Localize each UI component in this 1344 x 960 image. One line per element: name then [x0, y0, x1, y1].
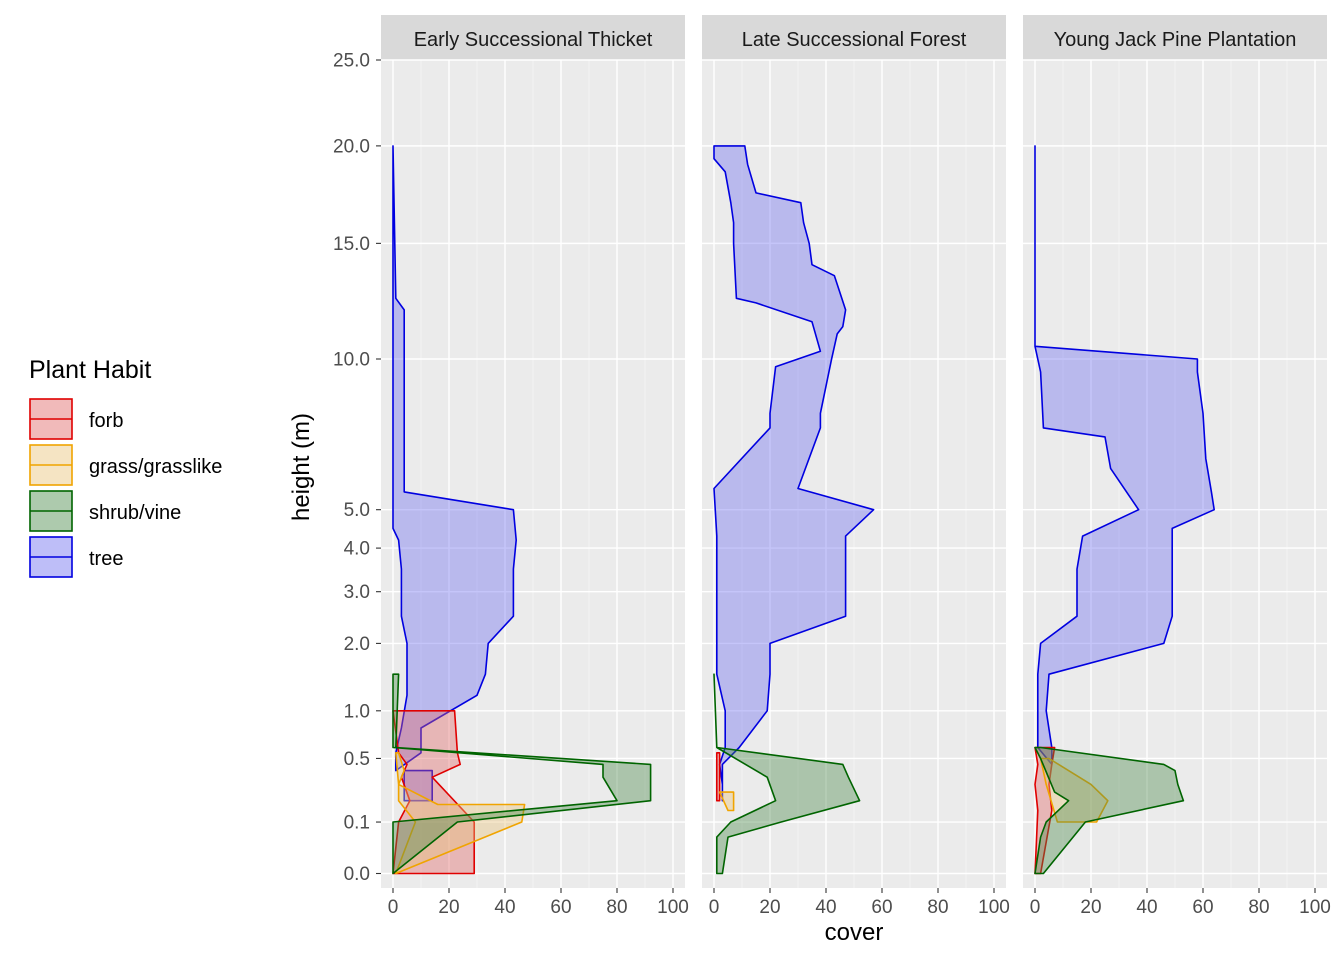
x-tick-label: 20 [759, 897, 780, 918]
x-tick-label: 80 [1248, 897, 1269, 918]
y-tick-label: 15.0 [333, 234, 370, 255]
x-tick-label: 40 [815, 897, 836, 918]
y-tick-label: 20.0 [333, 136, 370, 157]
facet-strip [1023, 15, 1327, 60]
y-tick-label: 3.0 [344, 582, 370, 603]
legend-label: tree [89, 548, 123, 570]
facet-strip [381, 15, 685, 60]
facet-panel: Late Successional Forest [702, 15, 1006, 888]
x-tick-label: 0 [709, 897, 720, 918]
x-tick-label: 60 [871, 897, 892, 918]
x-tick-label: 100 [1299, 897, 1331, 918]
chart-panels: Early Successional Thicket Late Successio… [381, 15, 1327, 888]
series-ribbon-grass-grasslike [718, 791, 735, 812]
series-ribbon-shrub-vine [1034, 746, 1185, 875]
x-tick-label: 40 [1136, 897, 1157, 918]
series-ribbon-grass-grasslike [395, 752, 526, 875]
legend-title: Plant Habit [29, 356, 151, 384]
series-ribbon-tree [403, 769, 433, 802]
x-tick-label: 80 [606, 897, 627, 918]
y-tick-label: 0.1 [344, 813, 370, 834]
y-tick-label: 4.0 [344, 539, 370, 560]
y-tick-label: 0.0 [344, 864, 370, 885]
y-tick-label: 0.5 [344, 749, 370, 770]
facet-panel: Early Successional Thicket [381, 15, 685, 888]
series-ribbon-grass-grasslike [1039, 757, 1109, 823]
y-axis-title: height (m) [288, 413, 315, 521]
x-tick-label: 60 [1192, 897, 1213, 918]
legend-item: shrub/vine [29, 490, 181, 532]
facet-strip [702, 15, 1006, 60]
legend-label: forb [89, 410, 123, 432]
x-tick-label: 80 [927, 897, 948, 918]
y-axis: 0.0 0.1 0.5 1.0 2.0 3.0 4.0 5.0 10.0 15.0 20.0 25.0 [333, 51, 381, 885]
legend: Plant Habit forb grass/grasslike shrub/vin… [29, 356, 222, 578]
series-ribbon-shrub-vine [392, 673, 652, 875]
series-ribbon-tree [392, 145, 517, 772]
y-tick-label: 5.0 [344, 500, 370, 521]
facet-title: Late Successional Forest [742, 29, 967, 51]
x-axes: 0 20 40 60 80 100 0 20 40 60 80 100 0 20 40 60 80 100 [388, 888, 1331, 918]
legend-item: grass/grasslike [29, 444, 222, 486]
series-ribbon-forb [716, 752, 721, 802]
y-tick-label: 25.0 [333, 51, 370, 72]
x-tick-label: 60 [550, 897, 571, 918]
x-axis-title: cover [825, 919, 884, 946]
legend-item: forb [29, 398, 123, 440]
legend-label: grass/grasslike [89, 456, 222, 478]
x-tick-label: 0 [388, 897, 399, 918]
x-tick-label: 40 [494, 897, 515, 918]
x-tick-label: 0 [1030, 897, 1041, 918]
facet-title: Early Successional Thicket [414, 29, 653, 51]
legend-item: tree [29, 536, 123, 578]
x-tick-label: 100 [978, 897, 1010, 918]
x-tick-label: 20 [438, 897, 459, 918]
y-tick-label: 1.0 [344, 701, 370, 722]
facet-title: Young Jack Pine Plantation [1054, 29, 1297, 51]
x-tick-label: 100 [657, 897, 689, 918]
series-ribbon-shrub-vine [713, 673, 861, 875]
legend-label: shrub/vine [89, 502, 181, 524]
y-tick-label: 10.0 [333, 349, 370, 370]
facet-panel: Young Jack Pine Plantation [1023, 15, 1327, 888]
y-tick-label: 2.0 [344, 634, 370, 655]
x-tick-label: 20 [1080, 897, 1101, 918]
